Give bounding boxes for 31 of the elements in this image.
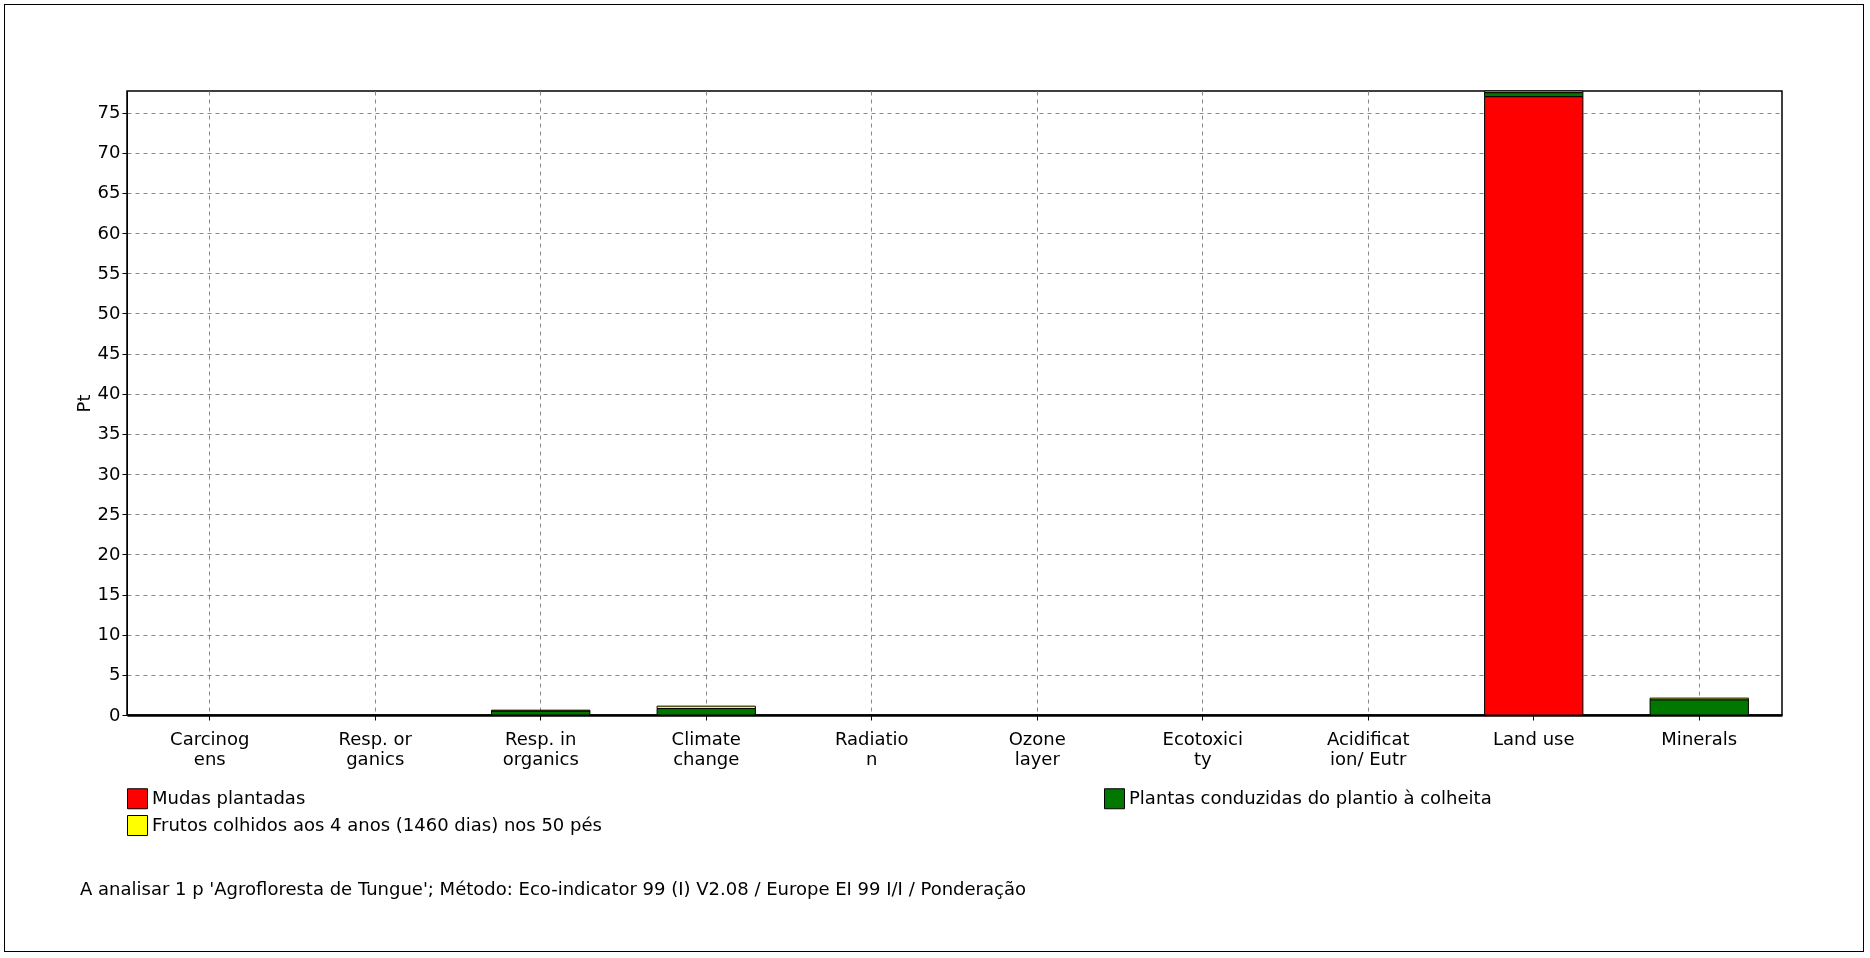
- y-tick-label: 40: [97, 382, 121, 404]
- legend-label: Plantas conduzidas do plantio à colheita: [1129, 786, 1492, 808]
- x-tick-label: Ecotoxici ty: [1162, 727, 1243, 769]
- y-tick-label: 35: [97, 422, 121, 444]
- y-tick-label: 30: [97, 462, 121, 484]
- x-tick-label: Carcinog ens: [170, 727, 250, 769]
- x-tick-label: Climate change: [671, 727, 741, 769]
- x-tick-label: Acidificat ion/ Eutr: [1326, 727, 1410, 769]
- x-tick-label: Resp. or ganics: [338, 727, 413, 769]
- y-tick-label: 5: [109, 663, 121, 685]
- x-tick-label: Resp. in organics: [502, 727, 579, 769]
- y-tick-label: 70: [97, 141, 121, 163]
- y-tick-label: 60: [97, 221, 121, 243]
- x-tick-label: Ozone layer: [1008, 727, 1066, 769]
- y-tick-label: 75: [97, 101, 121, 123]
- legend-label: Frutos colhidos aos 4 anos (1460 dias) nos 50 pés: [152, 813, 602, 835]
- x-tick-label: Minerals: [1661, 727, 1738, 749]
- y-tick-label: 50: [97, 301, 121, 323]
- y-tick-label: 0: [109, 703, 121, 725]
- y-tick-label: 45: [97, 342, 121, 364]
- y-tick-label: 55: [97, 261, 121, 283]
- y-tick-label: 20: [97, 542, 121, 564]
- y-tick-label: 25: [97, 502, 121, 524]
- y-axis-title: Pt: [72, 394, 94, 413]
- y-tick-label: 65: [97, 181, 121, 203]
- x-tick-label: Radiatio n: [834, 727, 909, 769]
- y-tick-label: 10: [97, 623, 121, 645]
- x-tick-label: Land use: [1493, 727, 1575, 749]
- text: A analisar 1 p 'Agrofloresta de Tungue'; Método: Eco-indicator 99 (I) V2.08 / Europe EI 99 I/I / Ponderação: [80, 878, 1027, 899]
- legend-label: Mudas plantadas: [152, 786, 306, 808]
- y-tick-label: 15: [97, 583, 121, 605]
